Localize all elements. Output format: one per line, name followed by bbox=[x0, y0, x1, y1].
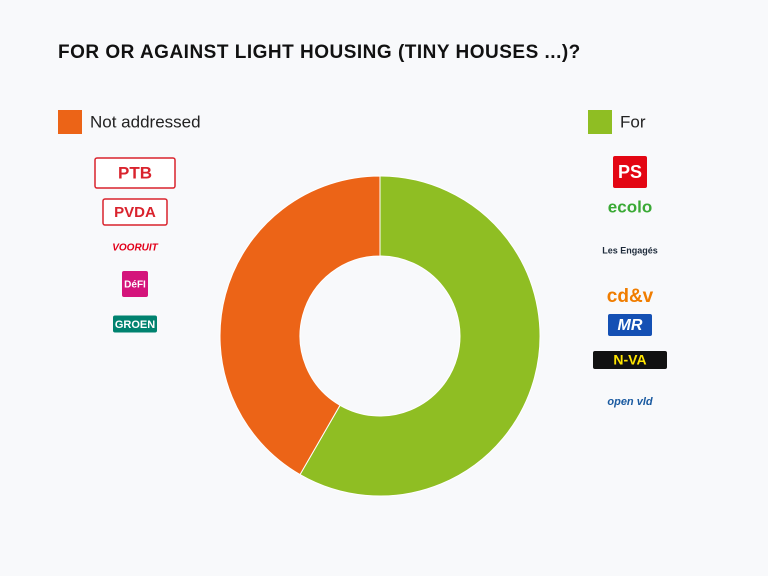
donut-slice bbox=[219, 175, 381, 476]
party-logo-box bbox=[94, 157, 176, 189]
legend-swatch bbox=[588, 110, 612, 134]
party-logo: VOORUIT bbox=[112, 243, 158, 254]
party-logo-box bbox=[608, 314, 652, 336]
donut-slice bbox=[299, 175, 541, 497]
party-logo: Les Engagés bbox=[602, 245, 658, 255]
party-logo-box bbox=[102, 198, 168, 226]
legend-swatch bbox=[58, 110, 82, 134]
chart-title: FOR OR AGAINST LIGHT HOUSING (TINY HOUSE… bbox=[58, 42, 581, 63]
party-logo-box bbox=[613, 156, 647, 188]
legend-label: For bbox=[620, 112, 646, 131]
party-logo: PTB bbox=[118, 163, 152, 182]
party-logo: cd&v bbox=[607, 286, 654, 307]
party-logo: N-VA bbox=[613, 352, 646, 368]
party-logo: GROEN bbox=[115, 319, 155, 331]
party-logo-box bbox=[113, 315, 157, 333]
party-logo: MR bbox=[618, 317, 643, 334]
legend-label: Not addressed bbox=[90, 112, 201, 131]
party-logo: PVDA bbox=[114, 204, 156, 221]
party-logo: ecolo bbox=[608, 197, 652, 216]
party-logo: PS bbox=[618, 162, 642, 182]
party-logo-box bbox=[593, 351, 667, 369]
party-logo: open vld bbox=[607, 396, 653, 408]
party-logo: DéFI bbox=[124, 280, 146, 291]
party-logo-box bbox=[122, 271, 148, 297]
